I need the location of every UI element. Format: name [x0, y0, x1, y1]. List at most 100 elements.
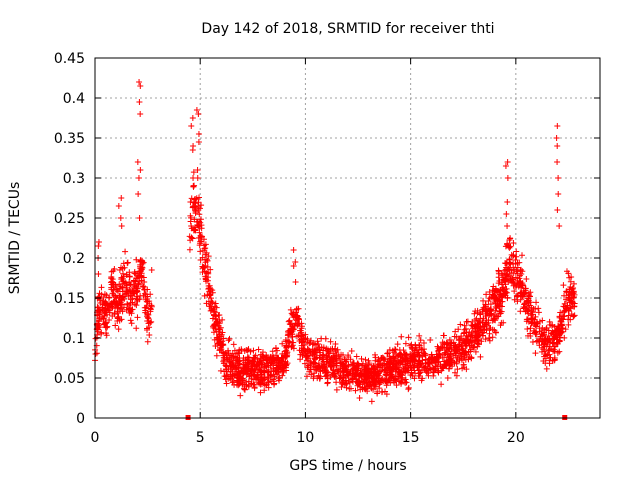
data-point	[118, 305, 125, 312]
data-point	[197, 232, 204, 239]
data-point	[479, 332, 486, 339]
data-point	[362, 356, 369, 363]
data-point	[263, 364, 270, 371]
data-point	[378, 389, 385, 396]
data-point	[217, 340, 224, 347]
data-point	[131, 301, 138, 308]
data-point	[448, 340, 455, 347]
data-point	[349, 371, 356, 378]
data-point	[324, 346, 331, 353]
data-point	[462, 342, 469, 349]
data-point	[307, 358, 314, 365]
data-point	[289, 339, 296, 346]
data-point	[517, 296, 524, 303]
data-point	[134, 288, 141, 295]
data-point	[516, 259, 523, 266]
data-point	[524, 297, 531, 304]
data-point	[114, 317, 121, 324]
data-point	[129, 295, 136, 302]
data-point	[436, 351, 443, 358]
data-point	[241, 381, 248, 388]
data-point	[239, 376, 246, 383]
data-point	[261, 387, 268, 394]
data-point	[518, 293, 525, 300]
data-point	[386, 364, 393, 371]
data-point	[228, 366, 235, 373]
data-point	[117, 296, 124, 303]
data-point	[202, 241, 209, 248]
data-point	[540, 357, 547, 364]
data-point	[500, 284, 507, 291]
data-point	[403, 351, 410, 358]
data-point	[116, 306, 123, 313]
data-point	[331, 352, 338, 359]
data-point	[366, 361, 373, 368]
data-point	[372, 357, 379, 364]
data-point	[145, 315, 152, 322]
data-point	[525, 318, 532, 325]
data-point	[198, 202, 205, 209]
data-point	[130, 290, 137, 297]
data-point	[455, 326, 462, 333]
data-point	[554, 143, 561, 149]
data-point	[196, 211, 203, 218]
data-point	[218, 331, 225, 338]
data-point	[554, 349, 561, 356]
data-point	[192, 200, 199, 207]
data-point	[210, 324, 217, 331]
data-point	[115, 288, 122, 295]
data-point	[235, 349, 242, 356]
data-point	[459, 357, 466, 364]
data-point	[196, 205, 203, 212]
data-point	[502, 272, 509, 279]
data-point	[431, 358, 438, 365]
data-point	[330, 356, 337, 363]
data-point	[389, 347, 396, 354]
data-point	[504, 159, 511, 165]
data-point	[140, 292, 147, 299]
y-tick-label: 0.35	[54, 131, 85, 147]
data-point	[298, 323, 305, 330]
data-point	[257, 355, 264, 362]
data-point	[460, 347, 467, 354]
data-point	[561, 334, 568, 341]
data-point	[245, 346, 252, 353]
data-point	[396, 368, 403, 375]
data-point	[230, 341, 237, 348]
data-point	[527, 325, 534, 332]
data-point	[340, 369, 347, 376]
data-point	[212, 300, 219, 307]
data-point	[563, 268, 570, 275]
data-point	[469, 318, 476, 325]
data-point	[147, 308, 154, 315]
data-point	[95, 239, 102, 245]
data-point	[368, 375, 375, 382]
data-point	[372, 351, 379, 358]
data-point	[283, 353, 290, 360]
data-point	[446, 336, 453, 343]
data-point	[264, 375, 271, 382]
data-point	[318, 344, 325, 351]
data-point	[553, 135, 560, 141]
data-point	[261, 381, 268, 388]
data-point	[119, 265, 126, 272]
data-point	[95, 308, 102, 315]
data-point	[211, 303, 218, 310]
data-point	[251, 366, 258, 373]
data-point	[454, 366, 461, 373]
data-point	[439, 339, 446, 346]
data-point	[127, 302, 134, 309]
data-point	[420, 339, 427, 346]
data-point	[432, 363, 439, 370]
data-point	[140, 274, 147, 281]
data-point	[263, 356, 270, 363]
data-point	[328, 363, 335, 370]
data-point	[285, 331, 292, 338]
data-point	[272, 344, 279, 351]
data-point	[440, 364, 447, 371]
x-tick-label: 20	[507, 430, 525, 446]
data-point	[329, 371, 336, 378]
data-point	[551, 324, 558, 331]
data-point	[243, 363, 250, 370]
data-point	[199, 247, 206, 254]
